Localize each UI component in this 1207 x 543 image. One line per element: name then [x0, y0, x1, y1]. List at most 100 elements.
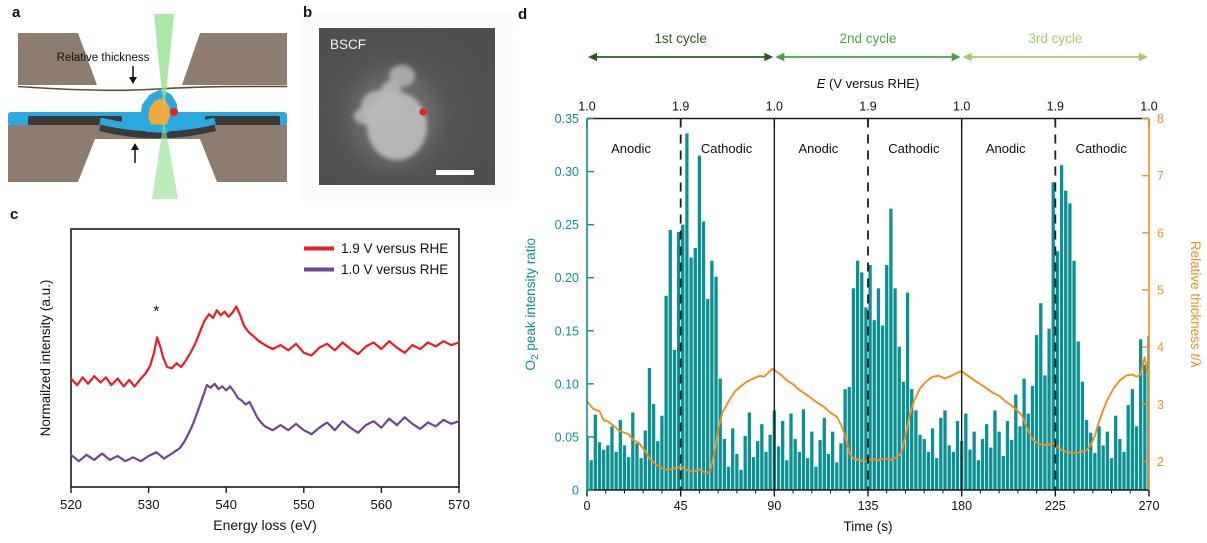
x-tick-label: 550 — [293, 497, 315, 512]
relative-thickness-line — [587, 356, 1149, 474]
bar — [1005, 421, 1010, 490]
bar — [976, 460, 980, 490]
time-series-chart: 1.0 1.9 1.0 1.9 1.0 1.9 1.0 E (V versus RHE) 1st… — [523, 31, 1203, 534]
x-tick-label: 530 — [138, 497, 160, 512]
bar — [880, 325, 885, 490]
right-axis-title: Relative thickness t/λ — [1188, 241, 1203, 368]
electrode-left — [28, 116, 122, 127]
bar — [710, 260, 714, 490]
bar — [1022, 378, 1026, 490]
bar — [1059, 165, 1064, 490]
x-tick-label: 540 — [215, 497, 237, 512]
bar — [664, 295, 668, 490]
bar — [1143, 364, 1147, 490]
bar — [681, 224, 685, 490]
bar — [1051, 182, 1055, 490]
panel-a-label: a — [12, 4, 21, 21]
bar — [685, 133, 689, 490]
bar — [1039, 303, 1043, 490]
left-tick-label: 0.30 — [555, 165, 579, 179]
top-tick-label: 1.0 — [953, 100, 970, 114]
legend-label: 1.0 V versus RHE — [341, 262, 448, 277]
bar — [1089, 432, 1093, 490]
left-tick-label: 0 — [572, 484, 579, 498]
bottom-chip-left-leg — [8, 139, 95, 182]
electron-beam-upper — [154, 14, 174, 113]
top-tick-label: 1.0 — [766, 100, 783, 114]
cycle-arrow-head-left — [588, 52, 597, 62]
bar — [776, 446, 781, 490]
bar — [602, 449, 606, 490]
cycle-arrow-head-right — [764, 52, 774, 62]
left-tick-label: 0.35 — [555, 112, 579, 126]
bar — [1043, 375, 1047, 490]
plot-frame — [70, 228, 460, 488]
bar — [885, 264, 889, 490]
bar — [589, 460, 593, 490]
bar — [826, 453, 831, 490]
stem-micrograph: BSCF — [319, 28, 495, 185]
cycle-label: 3rd cycle — [1028, 31, 1082, 46]
anodic-label: Anodic — [611, 141, 651, 156]
bar — [818, 440, 822, 490]
bar — [1026, 413, 1030, 490]
bar — [993, 410, 997, 490]
bar — [814, 466, 818, 490]
bottom-tick-label: 225 — [1045, 499, 1066, 513]
bar — [876, 288, 881, 490]
x-axis-title: Time (s) — [844, 519, 893, 534]
bar — [997, 431, 1001, 490]
bar — [930, 428, 935, 490]
bar — [651, 404, 656, 490]
bar — [1130, 389, 1134, 490]
bar — [1084, 419, 1089, 490]
bar — [1147, 336, 1149, 490]
bar — [643, 430, 647, 490]
bar — [731, 428, 735, 490]
cycle-label: 2nd cycle — [839, 31, 896, 46]
bar — [626, 457, 631, 490]
bar — [1068, 203, 1072, 490]
right-tick-label: 6 — [1157, 226, 1164, 240]
bar — [947, 445, 951, 490]
top-tick-label: 1.9 — [672, 100, 689, 114]
bar — [693, 247, 697, 490]
bar — [639, 458, 643, 490]
right-tick-label: 2 — [1157, 455, 1164, 469]
bar — [1126, 405, 1130, 490]
top-chip-right — [182, 33, 287, 85]
bar — [1009, 440, 1014, 490]
bar — [726, 466, 731, 490]
bar — [606, 445, 610, 490]
panel-d-label: d — [518, 6, 528, 23]
bar — [851, 288, 856, 490]
panel-c-label: c — [10, 206, 19, 223]
top-axis-title: E (V versus RHE) — [817, 76, 920, 91]
annotation-arrow-head — [129, 77, 137, 84]
bar — [1122, 451, 1126, 490]
cycle-arrow-head-right — [951, 52, 961, 62]
bottom-tick-label: 90 — [767, 499, 781, 513]
bar — [1105, 431, 1110, 490]
bar — [793, 439, 797, 490]
bar — [714, 276, 718, 490]
bar — [855, 260, 860, 490]
bar — [1047, 328, 1051, 490]
bar — [1001, 456, 1005, 490]
anodic-label: Anodic — [798, 141, 838, 156]
x-tick-label: 520 — [60, 497, 82, 512]
bar — [847, 387, 851, 490]
bar — [668, 229, 672, 490]
bar — [614, 451, 618, 490]
bar — [689, 257, 693, 490]
bar — [964, 413, 968, 490]
bar — [897, 346, 901, 490]
cathodic-label: Cathodic — [1076, 141, 1128, 156]
bar — [968, 449, 972, 490]
right-tick-label: 4 — [1157, 341, 1164, 355]
o2-bars — [587, 133, 1149, 490]
bar — [839, 443, 843, 490]
bar — [1064, 190, 1068, 490]
particle — [140, 90, 178, 133]
bar — [735, 453, 739, 490]
